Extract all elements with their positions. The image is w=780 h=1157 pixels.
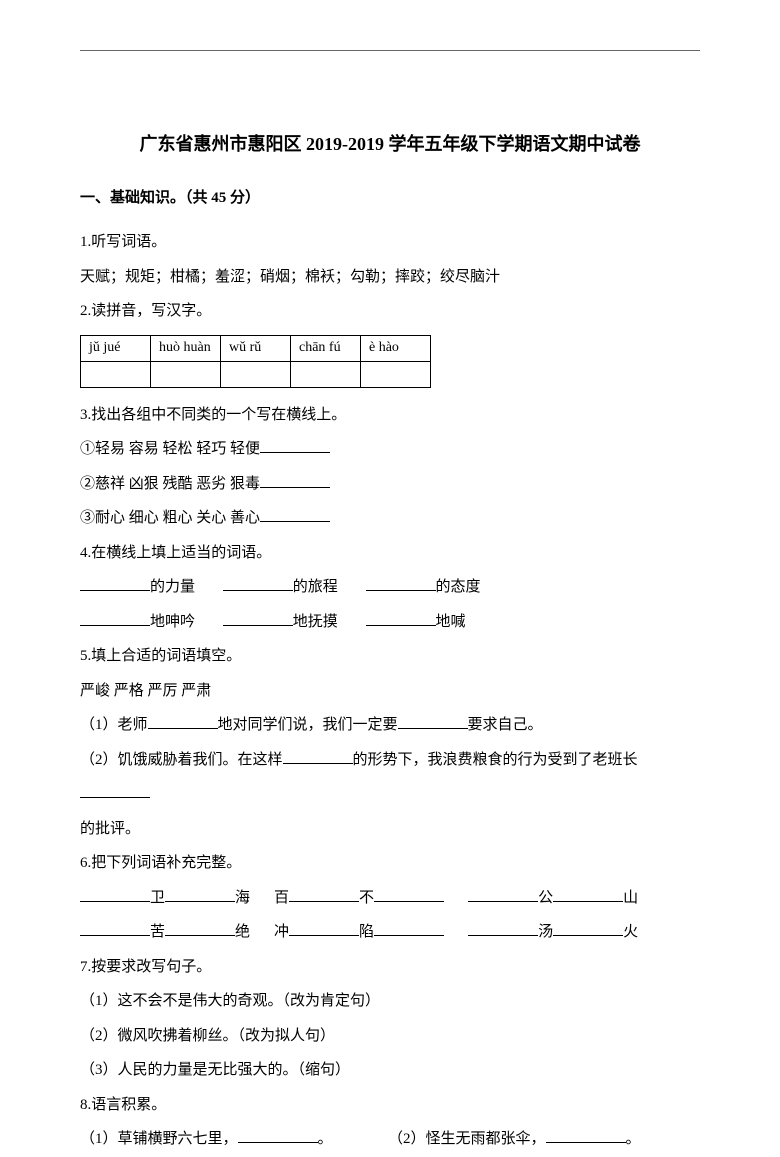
- blank[interactable]: [398, 714, 468, 729]
- q8-text: 。: [626, 1131, 641, 1147]
- blank[interactable]: [238, 1128, 318, 1143]
- q8-num: 8.语言积累。: [80, 1088, 700, 1123]
- q6-char: 百: [274, 890, 289, 906]
- q6-char: 火: [623, 924, 638, 940]
- q3-item: ①轻易 容易 轻松 轻巧 轻便: [80, 432, 700, 467]
- answer-cell[interactable]: [151, 361, 221, 387]
- q4-row2: 地呻吟 地抚摸 地喊: [80, 605, 700, 640]
- pinyin-table: jǔ jué huò huàn wǔ rǔ chān fú è hào: [80, 335, 431, 388]
- blank[interactable]: [283, 749, 353, 764]
- q4-row1: 的力量 的旅程 的态度: [80, 570, 700, 605]
- q6-char: 汤: [538, 924, 553, 940]
- q5-choices: 严峻 严格 严厉 严肃: [80, 674, 700, 709]
- answer-cell[interactable]: [291, 361, 361, 387]
- q5-text: 要求自己。: [468, 717, 543, 733]
- blank[interactable]: [546, 1128, 626, 1143]
- q3-item: ②慈祥 凶狠 残酷 恶劣 狠毒: [80, 467, 700, 502]
- answer-cell[interactable]: [221, 361, 291, 387]
- q8-row: （1）草铺横野六七里， 。 （2）怪生无雨都张伞， 。: [80, 1122, 700, 1157]
- blank[interactable]: [289, 921, 359, 936]
- blank[interactable]: [148, 714, 218, 729]
- blank[interactable]: [366, 576, 436, 591]
- blank[interactable]: [165, 921, 235, 936]
- q8-text: （2）怪生无雨都张伞，: [388, 1131, 546, 1147]
- q7-item: （3）人民的力量是无比强大的。（缩句）: [80, 1053, 700, 1088]
- blank[interactable]: [553, 921, 623, 936]
- blank[interactable]: [289, 887, 359, 902]
- q3-item-text: ②慈祥 凶狠 残酷 恶劣 狠毒: [80, 476, 260, 492]
- q5-text: 的批评。: [80, 821, 140, 837]
- blank[interactable]: [468, 887, 538, 902]
- q7-item: （1）这不会不是伟大的奇观。（改为肯定句）: [80, 984, 700, 1019]
- q6-char: 卫: [150, 890, 165, 906]
- q8-text: 。: [318, 1131, 333, 1147]
- q6-char: 海: [235, 890, 250, 906]
- q3-item-text: ①轻易 容易 轻松 轻巧 轻便: [80, 441, 260, 457]
- q5-s2: （2）饥饿威胁着我们。在这样 的形势下，我浪费粮食的行为受到了老班长: [80, 743, 700, 812]
- pinyin-cell: wǔ rǔ: [221, 335, 291, 361]
- q6-char: 山: [623, 890, 638, 906]
- q3-item: ③耐心 细心 粗心 关心 善心: [80, 501, 700, 536]
- q4-label: 地喊: [436, 614, 466, 630]
- answer-cell[interactable]: [81, 361, 151, 387]
- q6-char: 陷: [359, 924, 374, 940]
- blank[interactable]: [80, 576, 150, 591]
- q5-s2-cont: 的批评。: [80, 812, 700, 847]
- answer-cell[interactable]: [361, 361, 431, 387]
- q6-row1: 卫海百不公山: [80, 881, 700, 916]
- q7-num: 7.按要求改写句子。: [80, 950, 700, 985]
- pinyin-cell: jǔ jué: [81, 335, 151, 361]
- page-title: 广东省惠州市惠阳区 2019-2019 学年五年级下学期语文期中试卷: [80, 130, 700, 156]
- q4-label: 的力量: [150, 579, 195, 595]
- q6-char: 冲: [274, 924, 289, 940]
- q1-body: 天赋；规矩；柑橘；羞涩；硝烟；棉袄；勾勒；摔跤；绞尽脑汁: [80, 260, 700, 295]
- header-rule: [80, 50, 700, 51]
- q3-num: 3.找出各组中不同类的一个写在横线上。: [80, 398, 700, 433]
- blank[interactable]: [260, 507, 330, 522]
- pinyin-cell: è hào: [361, 335, 431, 361]
- pinyin-cell: chān fú: [291, 335, 361, 361]
- q4-label: 的态度: [436, 579, 481, 595]
- q6-num: 6.把下列词语补充完整。: [80, 846, 700, 881]
- blank[interactable]: [80, 611, 150, 626]
- q4-label: 地抚摸: [293, 614, 338, 630]
- q7-item: （2）微风吹拂着柳丝。（改为拟人句）: [80, 1019, 700, 1054]
- q6-char: 苦: [150, 924, 165, 940]
- q4-num: 4.在横线上填上适当的词语。: [80, 536, 700, 571]
- q5-text: （1）老师: [80, 717, 148, 733]
- blank[interactable]: [553, 887, 623, 902]
- pinyin-cell: huò huàn: [151, 335, 221, 361]
- q5-text: 地对同学们说，我们一定要: [218, 717, 398, 733]
- blank[interactable]: [165, 887, 235, 902]
- q4-label: 的旅程: [293, 579, 338, 595]
- q3-item-text: ③耐心 细心 粗心 关心 善心: [80, 510, 260, 526]
- q4-label: 地呻吟: [150, 614, 195, 630]
- blank[interactable]: [260, 473, 330, 488]
- section-1-header: 一、基础知识。（共 45 分）: [80, 186, 700, 207]
- q6-char: 不: [359, 890, 374, 906]
- blank[interactable]: [260, 438, 330, 453]
- blank[interactable]: [374, 887, 444, 902]
- blank[interactable]: [468, 921, 538, 936]
- q5-text: （2）饥饿威胁着我们。在这样: [80, 752, 283, 768]
- blank[interactable]: [366, 611, 436, 626]
- q6-row2: 苦绝冲陷汤火: [80, 915, 700, 950]
- q5-num: 5.填上合适的词语填空。: [80, 639, 700, 674]
- blank[interactable]: [80, 887, 150, 902]
- blank[interactable]: [374, 921, 444, 936]
- q5-s1: （1）老师 地对同学们说，我们一定要 要求自己。: [80, 708, 700, 743]
- q6-char: 绝: [235, 924, 250, 940]
- blank[interactable]: [80, 783, 150, 798]
- q6-char: 公: [538, 890, 553, 906]
- q5-text: 的形势下，我浪费粮食的行为受到了老班长: [353, 752, 638, 768]
- q8-text: （1）草铺横野六七里，: [80, 1131, 238, 1147]
- q2-num: 2.读拼音，写汉字。: [80, 294, 700, 329]
- blank[interactable]: [80, 921, 150, 936]
- blank[interactable]: [223, 576, 293, 591]
- q1-num: 1.听写词语。: [80, 225, 700, 260]
- blank[interactable]: [223, 611, 293, 626]
